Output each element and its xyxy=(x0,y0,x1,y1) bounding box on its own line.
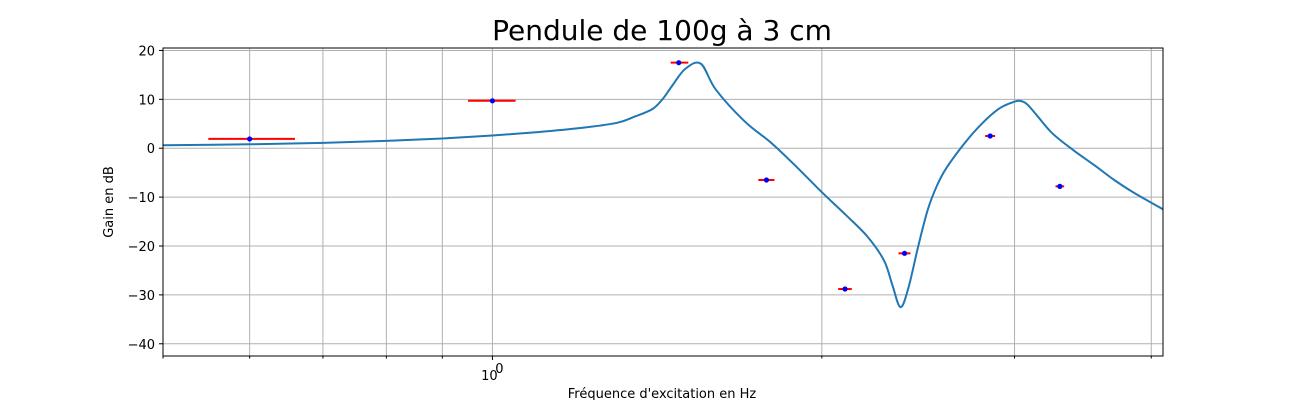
y-tick-label: −20 xyxy=(128,240,155,255)
data-point xyxy=(247,136,253,142)
y-tick-label: 20 xyxy=(138,44,155,59)
data-point xyxy=(842,286,848,292)
plot-frame xyxy=(162,47,1164,357)
model-curve xyxy=(163,61,1163,309)
data-point xyxy=(1057,183,1063,189)
y-tick-label: −10 xyxy=(128,191,155,206)
grid xyxy=(162,48,1163,356)
series-points xyxy=(208,60,1065,292)
data-point xyxy=(676,60,682,66)
data-point xyxy=(987,133,993,139)
series-curve xyxy=(163,61,1163,309)
y-tick-label: 10 xyxy=(138,93,155,108)
y-axis-label: Gain en dB xyxy=(102,166,117,238)
x-axis-label: Fréquence d'excitation en Hz xyxy=(568,387,757,400)
data-point xyxy=(901,250,908,256)
y-tick-label: −40 xyxy=(128,338,155,353)
x-tick-label: 10 xyxy=(481,369,498,384)
y-tick-label: 0 xyxy=(147,142,155,157)
data-point xyxy=(763,177,770,183)
x-tick-label-exponent: 0 xyxy=(495,362,503,377)
chart-title: Pendule de 100g à 3 cm xyxy=(492,14,832,47)
data-point xyxy=(489,98,496,104)
y-tick-label: −30 xyxy=(128,289,155,304)
